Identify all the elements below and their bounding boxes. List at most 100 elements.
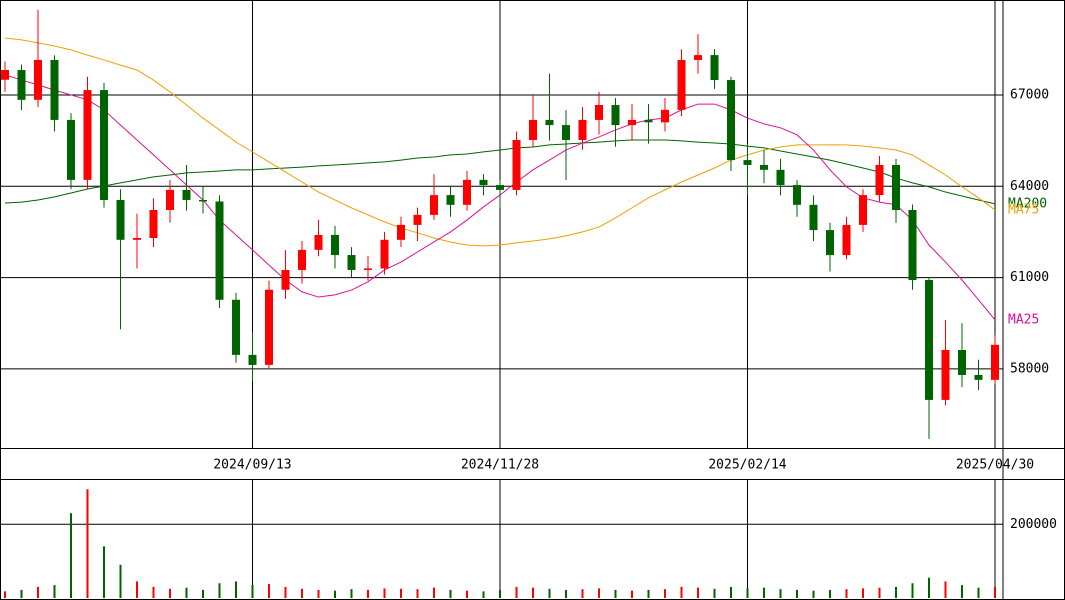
volume-bar [614,589,617,598]
candle-body [215,201,224,300]
candle-body [677,59,686,110]
candle-body [694,55,702,60]
candle-body [727,80,735,161]
candle-body [380,239,389,269]
candle-body [83,90,92,180]
volume-bar [284,586,287,598]
candle-body [199,199,207,202]
volume-bar [482,591,485,598]
volume-bar [730,586,732,598]
volume-bar [994,586,996,598]
candle-body [1,70,9,80]
candle-body [925,280,933,400]
candle-body [116,199,125,240]
x-tick-label: 2025/02/14 [708,458,786,473]
volume-bar [251,585,254,598]
candle-body [908,210,917,280]
candle-body [859,195,867,225]
candle-body [941,350,950,400]
volume-bar [895,586,897,598]
volume-bar [136,581,138,598]
candle-body [397,224,405,240]
candle-body [413,214,422,225]
legend-label: MA200 [1008,196,1047,211]
volume-bar [185,587,188,598]
candle-body [793,185,801,205]
volume-tick-label: 200000 [1010,517,1057,532]
candle-body [958,350,966,375]
volume-bar [218,583,221,598]
y-tick-label: 64000 [1010,179,1049,194]
volume-bar [697,587,699,598]
volume-bar [416,589,419,598]
volume-bar [631,590,633,598]
volume-bar [796,589,798,598]
candle-body [496,185,504,190]
candle-body [760,164,768,170]
volume-bar [565,589,567,598]
candle-body [34,59,42,100]
candle-body [232,299,240,355]
volume-bar [37,586,39,598]
volume-bar [449,589,452,598]
volume-bar [515,586,518,598]
ma-line [4,139,996,205]
volume-bar [812,590,815,598]
volume-bar [202,589,204,598]
volume-bar [400,588,402,598]
volume-bar [581,589,584,598]
volume-bar [334,590,336,598]
volume-bar [367,589,369,598]
volume-bar [20,589,23,598]
volume-bar [647,589,650,598]
volume-bar [944,581,947,598]
candle-body [347,255,356,270]
candle-body [991,344,999,380]
volume-bar [664,589,666,598]
candle-body [364,268,372,270]
candle-body [529,119,537,140]
candle-body [644,119,653,123]
volume-bar [350,589,353,598]
candle-body [628,119,636,126]
legend-label: MA25 [1008,312,1039,327]
candle-body [265,289,273,365]
candle-body [661,109,669,123]
volume-bar [961,585,963,598]
candle-body [578,119,587,140]
candle-body [17,70,26,100]
y-tick-label: 67000 [1010,87,1049,102]
candle-body [133,238,141,240]
volume-bar [235,581,237,598]
candle-body [463,179,471,205]
candle-body [512,140,521,190]
volume-bar [977,587,980,598]
volume-bar [152,586,155,598]
candle-body [892,164,900,210]
volume-bar [829,589,831,598]
candle-body [166,189,174,210]
candle-body [446,195,455,205]
volume-bar [499,589,501,598]
volume-bar [4,591,6,598]
volume-bar [70,513,72,598]
candle-body [842,224,851,256]
volume-bar [119,564,122,598]
volume-bar [779,589,782,598]
volume-bar [928,577,930,598]
volume-bar [845,589,848,598]
volume-bar [466,590,468,598]
volume-bar [548,588,551,598]
volume-bar [911,583,914,598]
volume-bar [103,546,105,598]
volume-bar [746,588,749,598]
candle-body [809,204,818,231]
candle-body [314,234,323,250]
candle-body [974,374,983,380]
candle-body [149,210,158,238]
x-tick-label: 2025/04/30 [956,458,1034,473]
volume-bar [301,588,303,598]
ma-line [4,37,996,247]
candle-body [562,125,570,140]
